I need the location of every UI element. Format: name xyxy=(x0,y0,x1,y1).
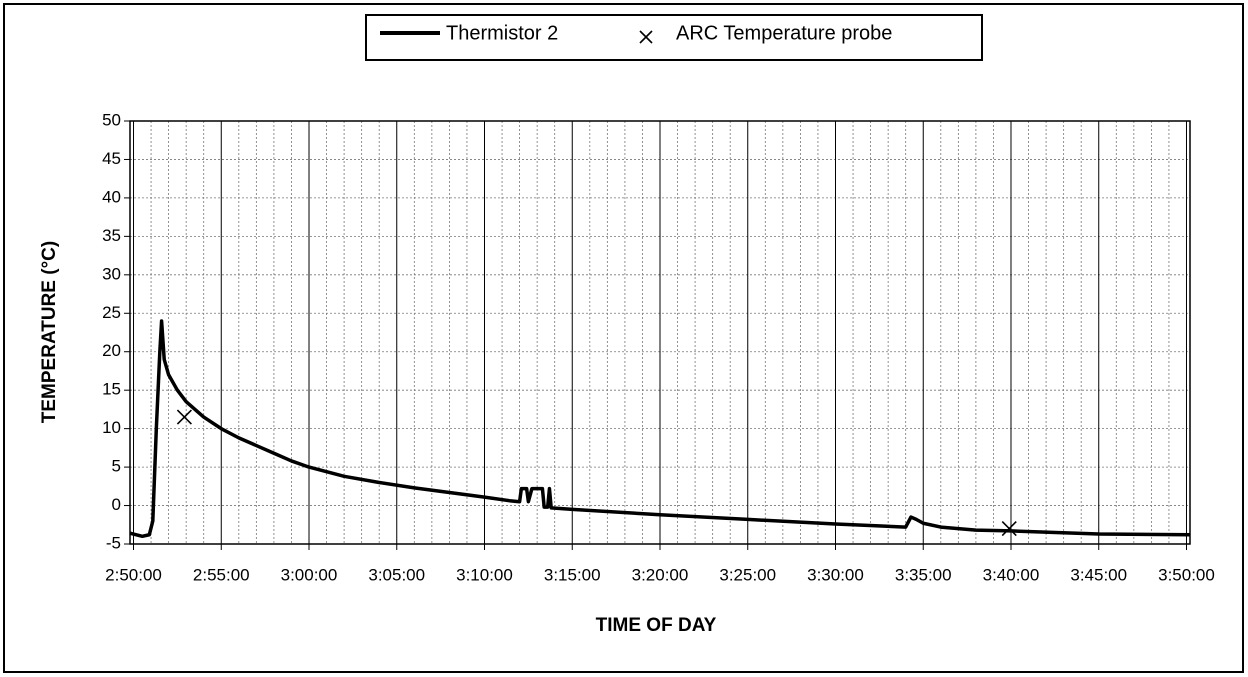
y-tick-label: 50 xyxy=(102,110,121,129)
x-tick-label: 2:55:00 xyxy=(193,565,250,584)
y-tick-label: -5 xyxy=(106,533,121,552)
x-marker-stroke xyxy=(176,409,192,425)
x-tick-label: 3:15:00 xyxy=(544,565,601,584)
y-tick-label: 25 xyxy=(102,303,121,322)
chart-border xyxy=(3,3,1244,673)
x-tick-label: 3:20:00 xyxy=(632,565,689,584)
y-tick-label: 30 xyxy=(102,264,121,283)
x-tick-label: 3:40:00 xyxy=(983,565,1040,584)
y-tick-label: 0 xyxy=(112,495,121,514)
x-tick-label: 3:30:00 xyxy=(807,565,864,584)
y-tick-label: 10 xyxy=(102,418,121,437)
x-tick-label: 3:10:00 xyxy=(456,565,513,584)
y-tick-label: 40 xyxy=(102,187,121,206)
x-tick-label: 3:50:00 xyxy=(1158,565,1215,584)
y-axis-title: TEMPERATURE (°C) xyxy=(39,241,60,423)
x-marker-stroke xyxy=(1001,521,1017,537)
y-tick-label: 20 xyxy=(102,341,121,360)
y-tick-label: 45 xyxy=(102,149,121,168)
x-tick-label: 3:05:00 xyxy=(368,565,425,584)
x-marker-stroke xyxy=(639,30,653,44)
x-tick-label: 3:35:00 xyxy=(895,565,952,584)
y-tick-label: 15 xyxy=(102,380,121,399)
x-tick-label: 2:50:00 xyxy=(105,565,162,584)
x-tick-label: 3:25:00 xyxy=(719,565,776,584)
x-tick-label: 3:00:00 xyxy=(281,565,338,584)
legend-label: ARC Temperature probe xyxy=(676,22,892,44)
x-tick-label: 3:45:00 xyxy=(1070,565,1127,584)
y-tick-label: 35 xyxy=(102,226,121,245)
data-line xyxy=(129,319,1191,539)
x-marker xyxy=(176,409,192,425)
x-axis-title: TIME OF DAY xyxy=(596,615,717,636)
y-tick-label: 5 xyxy=(112,457,121,476)
x-marker xyxy=(639,30,653,44)
legend-label: Thermistor 2 xyxy=(446,22,558,44)
legend-box xyxy=(365,14,983,61)
x-marker xyxy=(1001,521,1017,537)
